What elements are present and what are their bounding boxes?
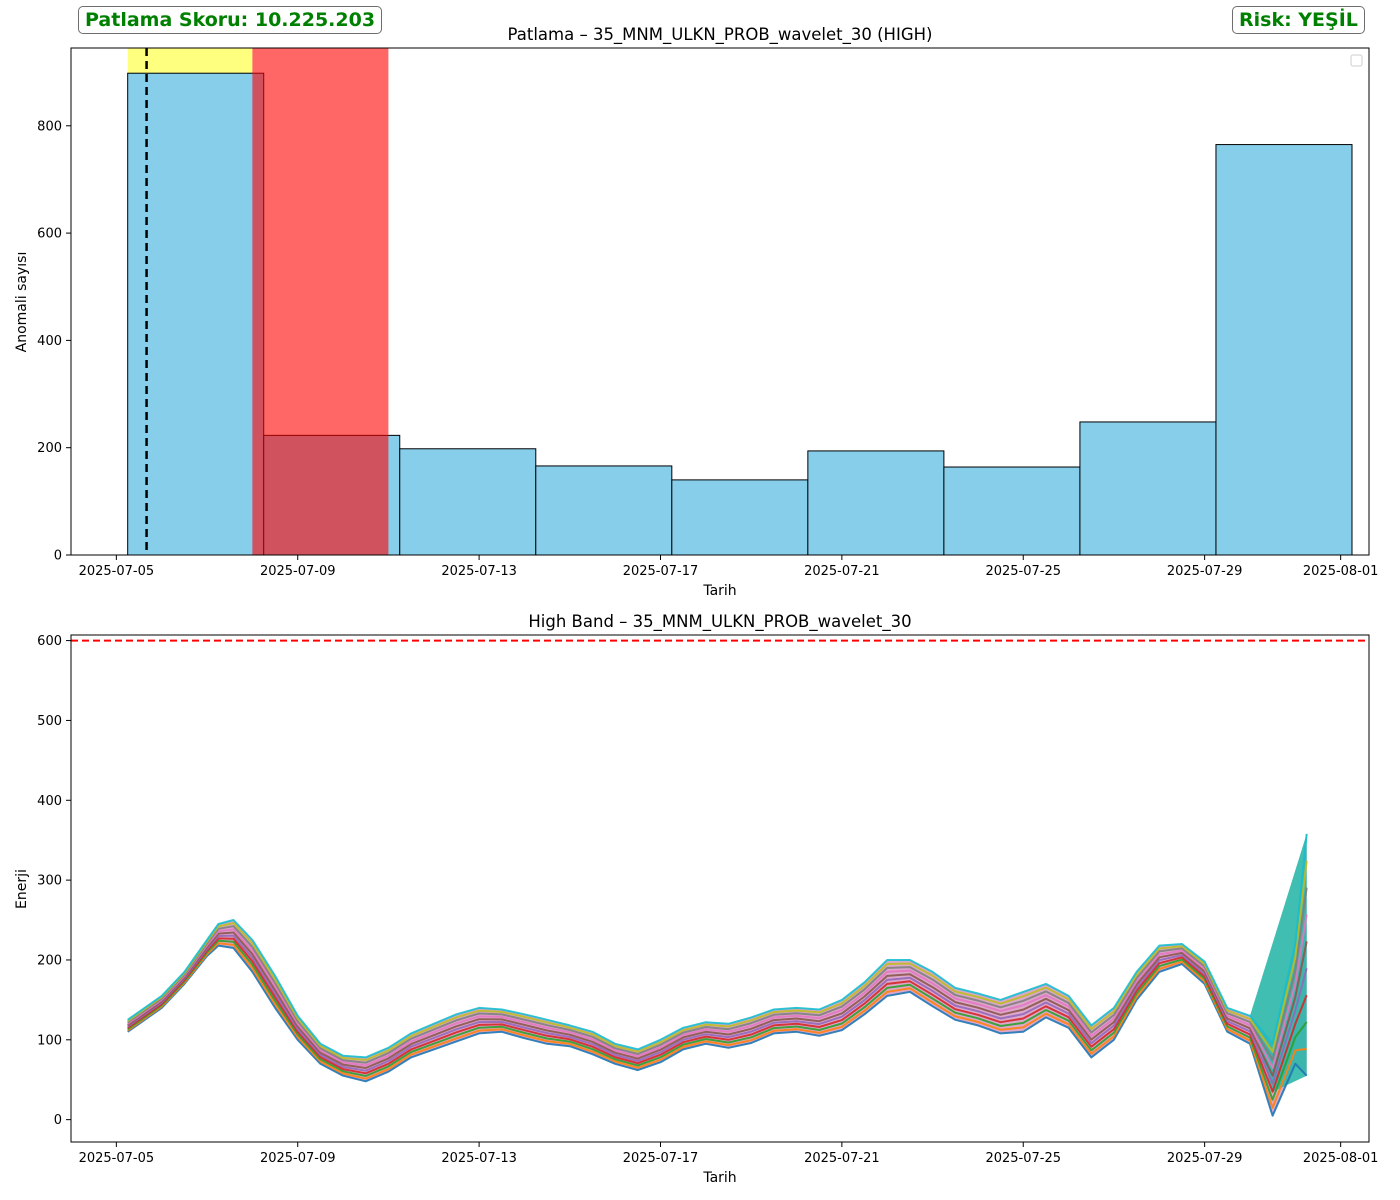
chart1-y-tick-label: 400 [37, 334, 62, 349]
chart1-x-tick-label: 2025-07-17 [623, 564, 699, 579]
chart1-x-tick-label: 2025-07-25 [985, 564, 1061, 579]
chart1-x-label: Tarih [702, 583, 736, 599]
histogram-bar [671, 479, 809, 556]
chart2-y-tick-label: 0 [54, 1113, 62, 1128]
chart1-y-tick-label: 600 [37, 227, 62, 242]
histogram-bar [127, 72, 265, 556]
energy-series-line [127, 939, 1308, 1101]
energy-band-area [127, 833, 1307, 1116]
energy-series-line [127, 942, 1307, 1109]
chart1-x-ticks: 2025-07-05 2025-07-09 2025-07-13 2025-07-17… [79, 555, 1379, 579]
chart2-y-ticks: 0 100 200 300 400 500 600 [37, 634, 71, 1128]
chart2-x-tick-label: 2025-07-13 [441, 1151, 517, 1166]
anomaly-histogram-chart: Patlama – 35_MNM_ULKN_PROB_wavelet_30 (H… [14, 25, 1378, 599]
score-badge: Patlama Skoru: 10.225.203 [78, 6, 383, 34]
chart1-title: Patlama – 35_MNM_ULKN_PROB_wavelet_30 (H… [508, 25, 933, 45]
chart1-y-tick-label: 200 [37, 441, 62, 456]
energy-series-line [127, 860, 1308, 1061]
chart1-frame [70, 47, 1370, 556]
histogram-bars [127, 48, 1353, 556]
histogram-bar [807, 450, 945, 556]
chart2-y-tick-label: 600 [37, 634, 62, 649]
chart2-x-ticks: 2025-07-05 2025-07-09 2025-07-13 2025-07-17… [79, 1142, 1379, 1166]
energy-series-line [127, 833, 1308, 1059]
energy-series-lines [127, 833, 1308, 1117]
energy-spike-area [1250, 833, 1307, 1092]
chart1-x-tick-label: 2025-08-01 [1303, 564, 1379, 579]
energy-series-line [127, 937, 1308, 1093]
chart1-x-tick-label: 2025-07-05 [79, 564, 155, 579]
energy-series-line [127, 944, 1308, 1117]
chart1-y-ticks: 0 200 400 600 800 [37, 119, 71, 564]
chart2-x-label: Tarih [702, 1170, 736, 1186]
empty-legend-box [1350, 54, 1363, 67]
chart2-y-tick-label: 100 [37, 1033, 62, 1048]
chart2-y-tick-label: 500 [37, 714, 62, 729]
chart2-x-tick-label: 2025-08-01 [1303, 1151, 1379, 1166]
chart1-y-label: Anomali sayısı [14, 252, 30, 353]
histogram-bar [1215, 144, 1353, 556]
histogram-bar [399, 448, 537, 556]
chart1-x-tick-label: 2025-07-13 [441, 564, 517, 579]
chart2-y-label: Enerji [14, 869, 30, 909]
chart2-y-tick-label: 400 [37, 794, 62, 809]
chart2-x-tick-label: 2025-07-29 [1167, 1151, 1243, 1166]
energy-series-line [127, 914, 1308, 1069]
energy-series-line [127, 931, 1308, 1077]
chart2-frame [70, 634, 1370, 1143]
chart1-y-tick-label: 800 [37, 119, 62, 134]
chart2-y-tick-label: 300 [37, 874, 62, 889]
histogram-bar [1079, 421, 1217, 556]
chart2-title: High Band – 35_MNM_ULKN_PROB_wavelet_30 [528, 612, 911, 632]
chart2-x-tick-label: 2025-07-25 [985, 1151, 1061, 1166]
high-band-energy-chart: High Band – 35_MNM_ULKN_PROB_wavelet_30 … [14, 612, 1378, 1186]
histogram-bar [535, 465, 673, 556]
chart2-x-tick-label: 2025-07-05 [79, 1151, 155, 1166]
chart1-x-tick-label: 2025-07-09 [260, 564, 336, 579]
chart1-x-tick-label: 2025-07-29 [1167, 564, 1243, 579]
chart1-x-tick-label: 2025-07-21 [804, 564, 880, 579]
histogram-bar [943, 466, 1081, 556]
chart2-x-tick-label: 2025-07-17 [623, 1151, 699, 1166]
energy-series-line [127, 887, 1308, 1064]
red-span [252, 48, 389, 555]
chart1-y-tick-label: 0 [54, 549, 62, 564]
chart2-y-tick-label: 200 [37, 953, 62, 968]
chart2-x-tick-label: 2025-07-09 [260, 1151, 336, 1166]
energy-series-band [127, 833, 1307, 1116]
chart2-x-tick-label: 2025-07-21 [804, 1151, 880, 1166]
risk-badge: Risk: YEŞİL [1232, 6, 1365, 34]
energy-series-line [127, 934, 1308, 1085]
